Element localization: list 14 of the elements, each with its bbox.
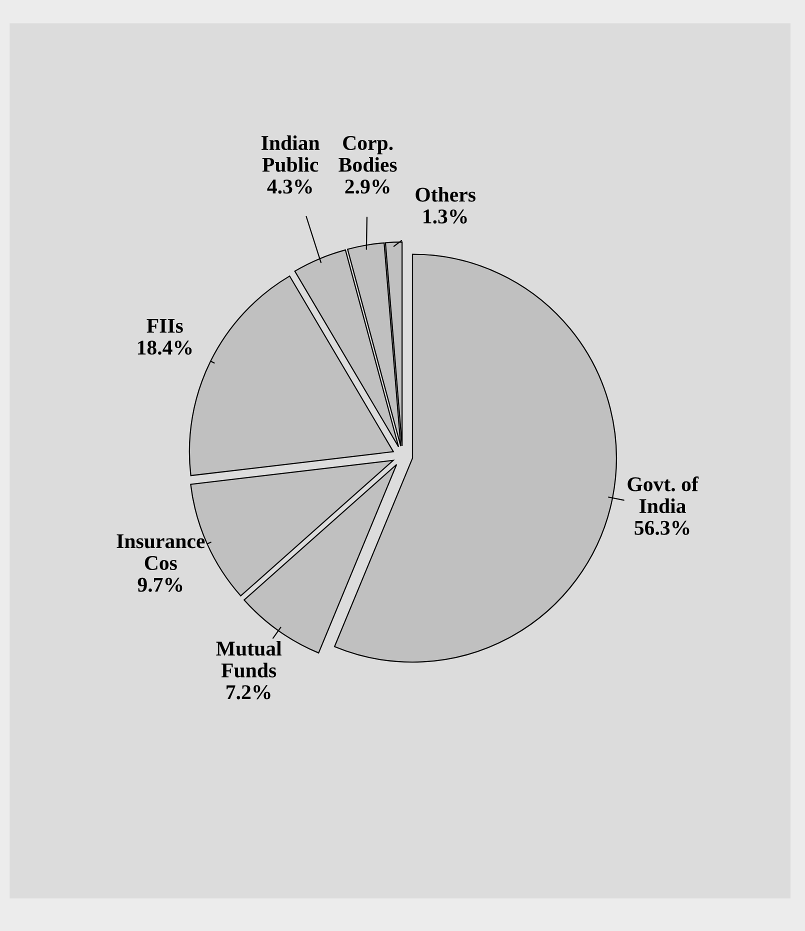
data-label: 18.4% xyxy=(138,340,192,355)
data-label: 56.3% xyxy=(634,520,690,535)
slice-label: Indian Public xyxy=(262,135,320,172)
data-label: 1.3% xyxy=(424,209,467,224)
data-label: 9.7% xyxy=(138,578,182,592)
slice-label: Insurance Cos xyxy=(116,534,205,570)
data-label: 7.2% xyxy=(226,685,270,700)
slice-label: Mutual Funds xyxy=(216,640,282,678)
slice-label: Others xyxy=(416,187,476,202)
data-label: 4.3% xyxy=(267,180,312,194)
slice-label: FIIs xyxy=(146,319,183,333)
slice-label: Corp. Bodies xyxy=(338,136,397,172)
data-label: 2.9% xyxy=(345,180,390,194)
slice-label: Govt. of India xyxy=(628,476,699,514)
